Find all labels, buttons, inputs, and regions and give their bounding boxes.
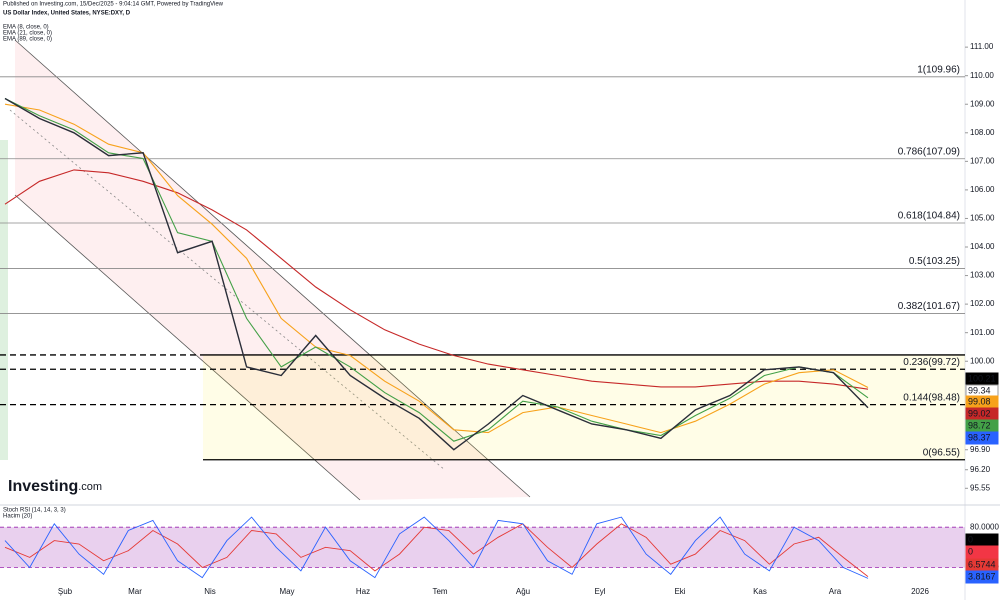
y-tick-label: 103.00 [970,271,995,280]
price-tag-label: 98.37 [968,432,991,442]
series-line [4,103,869,434]
fib-label: 0.786(107.09) [898,146,960,157]
series-line [4,516,869,579]
x-tick-label: 2026 [911,587,929,596]
publisher: Published on Investing.com, 15/Dec/2025 … [3,2,224,8]
logo-suffix: .com [78,481,102,493]
y-tick-label: 96.90 [970,445,991,454]
price-tag-label: 99.02 [968,408,991,418]
symbol: US Dollar Index, United States, NYSE:DXY… [3,11,131,17]
x-tick-label: Eki [674,587,685,596]
price-tag-label: 99.34 [968,385,991,395]
y-tick-label: 80.0000 [970,522,999,531]
x-tick-label: May [279,587,294,596]
price-tag-label: 6.5744 [968,559,996,569]
range-box [203,354,965,460]
y-tick-label: 104.00 [970,242,995,251]
series-line [4,97,869,451]
legend-entry: EMA (8, close, 0) [3,25,49,31]
channel-lower [14,194,361,501]
price-tag-label: 3.8167 [968,571,996,581]
channel-mid [9,109,446,471]
y-tick-label: 108.00 [970,128,995,137]
fib-label: 0.144(98.48) [903,392,960,403]
fib-label: 0.382(101.67) [898,301,960,312]
fib-label: 0.236(99.72) [903,357,960,368]
y-tick-label: 109.00 [970,99,995,108]
y-tick-label: 111.00 [970,42,994,51]
legend-entry: EMA (89, close, 0) [3,37,52,43]
y-tick-label: 106.00 [970,185,995,194]
y-tick-label: 110.00 [970,71,994,80]
fib-label: 0.618(104.84) [898,211,960,222]
x-tick-label: Ağu [516,587,530,596]
y-tick-label: 102.00 [970,299,995,308]
side-strip [0,140,8,460]
price-tag [965,545,999,559]
x-tick-label: Kas [753,587,767,596]
y-tick-label: 105.00 [970,214,995,223]
x-tick-label: Nis [204,587,216,596]
fib-label: 0.5(103.25) [909,256,960,267]
fib-label: 0(96.55) [923,447,960,458]
stoch-subtitle: Hacim (20) [3,514,32,520]
stoch-title: Stoch RSI (14, 14, 3, 3) [3,508,66,514]
price-tag-label: 98.72 [968,420,991,430]
legend-entry: EMA (21, close, 0) [3,31,52,37]
y-tick-label: 101.00 [970,328,995,337]
price-tag-label: 0 [968,534,973,544]
y-tick-label: 107.00 [970,156,995,165]
price-tag-label: 99.08 [968,396,991,406]
x-tick-label: Haz [356,587,370,596]
price-tag [965,431,999,445]
y-tick-label: 100.00 [970,356,995,365]
x-tick-label: Tem [432,587,447,596]
x-tick-label: Mar [128,587,142,596]
logo-main: Investing [8,478,78,495]
y-tick-label: 96.20 [970,465,991,474]
price-tag-label: 0 [968,546,973,556]
y-tick-label: 95.55 [970,483,991,492]
price-tag [965,570,999,584]
series-line [4,169,869,390]
x-tick-label: Eyl [594,587,605,596]
price-tag-label: 100.21 [968,373,996,383]
x-tick-label: Ara [829,587,842,596]
stoch-band [0,527,965,568]
fib-label: 1(109.96) [917,64,960,75]
logo: Investing.com [8,478,102,495]
x-tick-label: Şub [58,587,73,596]
